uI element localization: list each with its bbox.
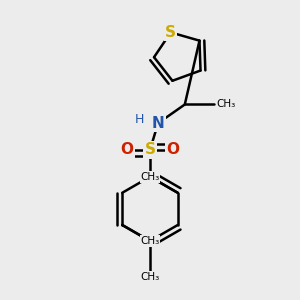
Text: N: N [152, 116, 164, 131]
Text: CH₃: CH₃ [140, 172, 160, 182]
Text: H: H [135, 113, 144, 126]
Text: S: S [145, 142, 155, 158]
Text: O: O [166, 142, 179, 158]
Text: CH₃: CH₃ [140, 272, 160, 282]
Text: O: O [121, 142, 134, 158]
Text: S: S [165, 25, 176, 40]
Text: CH₃: CH₃ [140, 236, 160, 246]
Text: CH₃: CH₃ [217, 100, 236, 110]
